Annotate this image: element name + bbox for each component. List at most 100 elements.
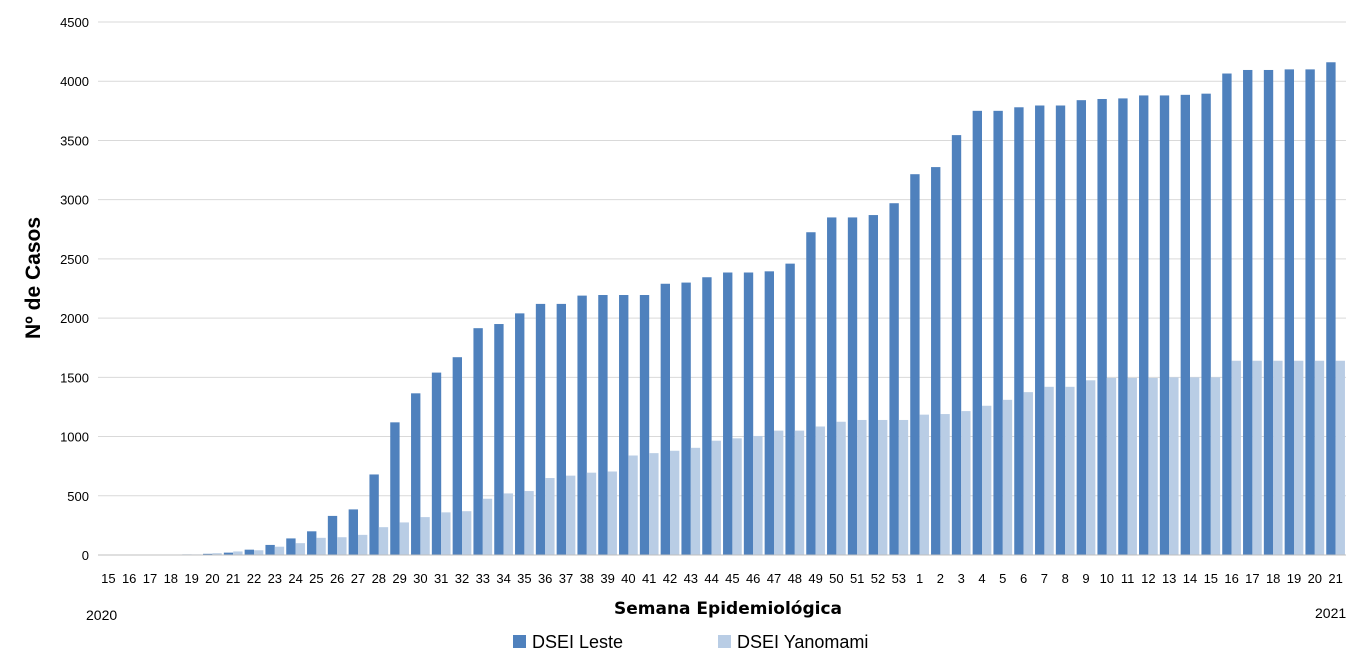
year-label-start: 2020	[86, 607, 117, 623]
bar-dsei-yanomami	[670, 450, 680, 555]
bar-dsei-yanomami	[1314, 360, 1325, 555]
bar-dsei-yanomami	[1044, 386, 1054, 555]
x-tick-label: 48	[788, 571, 802, 586]
bar-dsei-leste	[1284, 69, 1294, 555]
bar-dsei-leste	[951, 135, 962, 556]
x-tick-label: 26	[330, 571, 344, 586]
bar-dsei-yanomami	[524, 491, 534, 555]
bar-dsei-leste	[1139, 95, 1149, 555]
x-tick-label: 16	[1224, 571, 1238, 586]
x-tick-label: 6	[1020, 571, 1027, 586]
bar-dsei-leste	[515, 313, 525, 555]
x-tick-label: 35	[517, 571, 531, 586]
bar-dsei-leste	[577, 295, 587, 555]
bar-dsei-leste	[1035, 105, 1045, 555]
bar-dsei-yanomami	[1148, 377, 1158, 555]
legend-swatch-leste	[513, 635, 526, 648]
x-tick-label: 42	[663, 571, 677, 586]
bar-dsei-yanomami	[337, 537, 347, 555]
bar-dsei-yanomami	[919, 414, 929, 555]
x-tick-label: 15	[101, 571, 115, 586]
bar-dsei-leste	[743, 272, 754, 555]
bar-dsei-yanomami	[566, 475, 576, 555]
x-tick-label: 50	[829, 571, 843, 586]
bar-dsei-leste	[223, 552, 234, 555]
bar-dsei-yanomami	[711, 440, 721, 555]
bar-dsei-leste	[411, 393, 421, 555]
legend-swatch-yanomami	[718, 635, 731, 648]
x-tick-label: 43	[684, 571, 698, 586]
bar-dsei-yanomami	[1252, 360, 1262, 555]
x-tick-label: 40	[621, 571, 635, 586]
x-tick-label: 33	[476, 571, 490, 586]
y-tick-label: 4500	[60, 15, 89, 30]
legend: DSEI Leste DSEI Yanomami	[513, 632, 868, 652]
bar-dsei-yanomami	[1002, 399, 1013, 555]
x-tick-label: 14	[1183, 571, 1197, 586]
bar-dsei-yanomami	[462, 511, 472, 555]
bar-dsei-yanomami	[1106, 377, 1117, 555]
x-tick-label: 3	[958, 571, 965, 586]
y-tick-label: 500	[67, 489, 89, 504]
x-tick-label: 22	[247, 571, 261, 586]
y-tick-label: 0	[82, 548, 89, 563]
x-tick-label: 9	[1082, 571, 1089, 586]
legend-label-yanomami: DSEI Yanomami	[737, 632, 868, 652]
bar-dsei-yanomami	[1294, 360, 1304, 555]
x-tick-label: 46	[746, 571, 760, 586]
x-tick-label: 19	[1287, 571, 1301, 586]
x-tick-label: 38	[580, 571, 594, 586]
bar-dsei-leste	[1305, 69, 1315, 555]
x-tick-label: 18	[1266, 571, 1280, 586]
bar-dsei-yanomami	[254, 550, 264, 555]
x-tick-labels: 15 16 17 18 19 20 21 22 23 24 25 26 27 28 29 30 31 32 33 34…	[101, 571, 1343, 586]
x-tick-label: 11	[1121, 571, 1135, 586]
bar-dsei-yanomami	[1065, 386, 1075, 555]
x-tick-label: 16	[122, 571, 136, 586]
x-tick-label: 21	[226, 571, 240, 586]
y-tick-label: 1000	[60, 430, 89, 445]
bar-dsei-leste	[702, 277, 712, 555]
x-tick-label: 49	[808, 571, 822, 586]
bar-dsei-yanomami	[274, 546, 285, 555]
x-tick-label: 24	[288, 571, 302, 586]
bar-dsei-leste	[452, 357, 462, 555]
bar-dsei-leste	[827, 217, 837, 555]
x-tick-label: 1	[916, 571, 923, 586]
bar-dsei-leste	[1263, 69, 1274, 555]
bar-dsei-leste	[369, 474, 379, 555]
bar-dsei-leste	[203, 553, 213, 555]
x-tick-label: 19	[184, 571, 198, 586]
bar-dsei-leste	[1159, 95, 1170, 555]
bar-dsei-yanomami	[1190, 377, 1200, 555]
bar-dsei-yanomami	[690, 447, 701, 555]
bar-dsei-yanomami	[836, 421, 846, 555]
bar-dsei-leste	[681, 282, 691, 555]
x-tick-label: 34	[496, 571, 510, 586]
bar-dsei-yanomami	[1127, 377, 1137, 555]
x-tick-label: 12	[1141, 571, 1155, 586]
bar-dsei-yanomami	[898, 419, 909, 555]
x-tick-label: 44	[704, 571, 718, 586]
y-axis-label: Nº de Casos	[22, 217, 45, 339]
bar-dsei-yanomami	[774, 430, 784, 555]
x-tick-label: 41	[642, 571, 656, 586]
bar-dsei-yanomami	[358, 534, 368, 555]
x-tick-label: 4	[978, 571, 985, 586]
x-tick-label: 29	[392, 571, 406, 586]
bar-dsei-leste	[556, 303, 566, 555]
bar-dsei-leste	[598, 295, 608, 555]
bar-dsei-leste	[1097, 98, 1107, 556]
x-tick-label: 32	[455, 571, 469, 586]
x-tick-label: 13	[1162, 571, 1176, 586]
x-tick-label: 17	[143, 571, 157, 586]
y-tick-label: 2000	[60, 311, 89, 326]
x-tick-label: 8	[1062, 571, 1069, 586]
x-axis-label: Semana Epidemiológica	[614, 599, 842, 619]
bar-dsei-leste	[390, 422, 400, 555]
x-tick-label: 7	[1041, 571, 1048, 586]
bar-dsei-leste	[265, 544, 275, 555]
bar-dsei-yanomami	[878, 419, 888, 555]
bar-dsei-leste	[660, 283, 670, 555]
bar-dsei-leste	[723, 272, 733, 555]
